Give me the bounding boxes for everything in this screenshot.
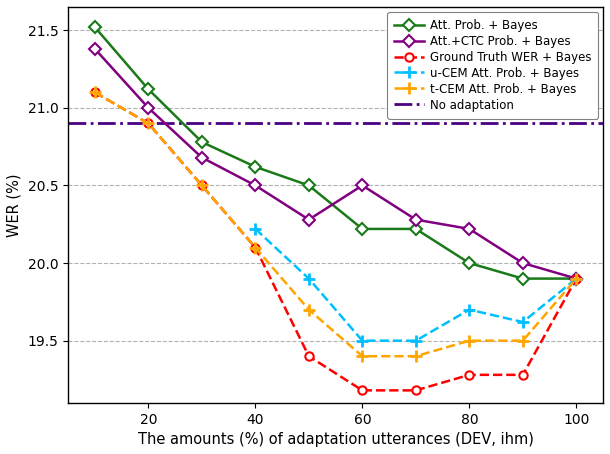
Att. Prob. + Bayes (573, 276, 580, 281)
Ground Truth WER + Bayes (465, 372, 473, 378)
Ground Truth WER + Bayes (305, 354, 312, 359)
t-CEM Att. Prob. + Bayes (573, 276, 580, 281)
Ground Truth WER + Bayes (412, 388, 420, 393)
t-CEM Att. Prob. + Bayes (252, 245, 259, 250)
Att.+CTC Prob. + Bayes (573, 276, 580, 281)
Line: Att.+CTC Prob. + Bayes: Att.+CTC Prob. + Bayes (91, 44, 581, 283)
Att. Prob. + Bayes (198, 139, 206, 145)
No adaptation (38, 121, 45, 126)
Att.+CTC Prob. + Bayes (359, 183, 366, 188)
Line: t-CEM Att. Prob. + Bayes: t-CEM Att. Prob. + Bayes (89, 87, 582, 362)
Att.+CTC Prob. + Bayes (412, 217, 420, 222)
No adaptation (43, 121, 51, 126)
t-CEM Att. Prob. + Bayes (198, 183, 206, 188)
Ground Truth WER + Bayes (145, 121, 152, 126)
t-CEM Att. Prob. + Bayes (91, 89, 98, 95)
t-CEM Att. Prob. + Bayes (359, 354, 366, 359)
Line: u-CEM Att. Prob. + Bayes: u-CEM Att. Prob. + Bayes (249, 223, 582, 346)
u-CEM Att. Prob. + Bayes (252, 226, 259, 232)
t-CEM Att. Prob. + Bayes (519, 338, 526, 343)
Ground Truth WER + Bayes (573, 276, 580, 281)
Legend: Att. Prob. + Bayes, Att.+CTC Prob. + Bayes, Ground Truth WER + Bayes, u-CEM Att.: Att. Prob. + Bayes, Att.+CTC Prob. + Bay… (387, 12, 598, 118)
Att. Prob. + Bayes (359, 226, 366, 232)
Att. Prob. + Bayes (465, 260, 473, 266)
Att. Prob. + Bayes (412, 226, 420, 232)
Att. Prob. + Bayes (519, 276, 526, 281)
Ground Truth WER + Bayes (519, 372, 526, 378)
Ground Truth WER + Bayes (252, 245, 259, 250)
Att. Prob. + Bayes (91, 25, 98, 30)
u-CEM Att. Prob. + Bayes (305, 276, 312, 281)
t-CEM Att. Prob. + Bayes (412, 354, 420, 359)
u-CEM Att. Prob. + Bayes (519, 319, 526, 325)
u-CEM Att. Prob. + Bayes (359, 338, 366, 343)
Att.+CTC Prob. + Bayes (252, 183, 259, 188)
Ground Truth WER + Bayes (359, 388, 366, 393)
Ground Truth WER + Bayes (198, 183, 206, 188)
Att.+CTC Prob. + Bayes (198, 155, 206, 160)
Att. Prob. + Bayes (305, 183, 312, 188)
Ground Truth WER + Bayes (91, 89, 98, 95)
t-CEM Att. Prob. + Bayes (305, 307, 312, 312)
Att.+CTC Prob. + Bayes (305, 217, 312, 222)
u-CEM Att. Prob. + Bayes (465, 307, 473, 312)
Y-axis label: WER (%): WER (%) (7, 173, 22, 237)
u-CEM Att. Prob. + Bayes (412, 338, 420, 343)
Line: Ground Truth WER + Bayes: Ground Truth WER + Bayes (91, 88, 581, 395)
X-axis label: The amounts (%) of adaptation utterances (DEV, ihm): The amounts (%) of adaptation utterances… (138, 432, 534, 447)
Att.+CTC Prob. + Bayes (91, 46, 98, 52)
u-CEM Att. Prob. + Bayes (573, 276, 580, 281)
Att.+CTC Prob. + Bayes (145, 105, 152, 111)
t-CEM Att. Prob. + Bayes (145, 121, 152, 126)
Line: Att. Prob. + Bayes: Att. Prob. + Bayes (91, 23, 581, 283)
Att. Prob. + Bayes (145, 87, 152, 92)
Att.+CTC Prob. + Bayes (465, 226, 473, 232)
t-CEM Att. Prob. + Bayes (465, 338, 473, 343)
Att. Prob. + Bayes (252, 164, 259, 169)
Att.+CTC Prob. + Bayes (519, 260, 526, 266)
